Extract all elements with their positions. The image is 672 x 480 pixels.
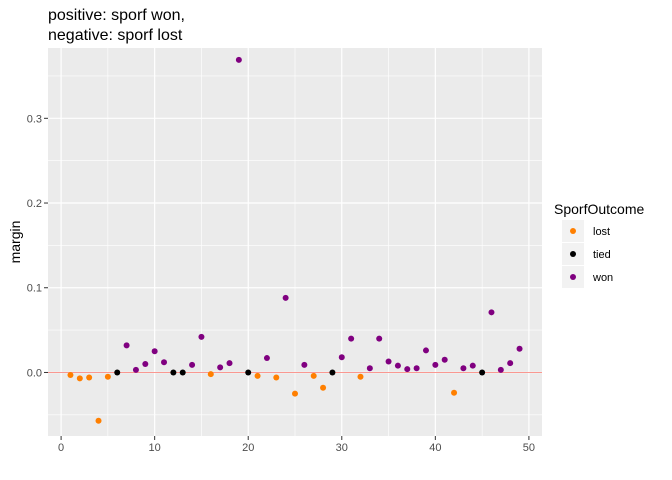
data-point-lost — [357, 373, 364, 380]
legend-swatch-won — [570, 274, 576, 280]
legend-swatch-tied — [570, 251, 576, 257]
legend-label-lost: lost — [593, 226, 610, 238]
y-tick-label: 0.3 — [27, 113, 42, 125]
data-point-tied — [170, 369, 177, 376]
data-point-won — [123, 342, 130, 349]
legend-label-tied: tied — [593, 249, 611, 261]
x-tick-label: 20 — [242, 442, 254, 454]
chart-title-line-2: negative: sporf lost — [48, 27, 183, 44]
data-points — [67, 56, 523, 424]
data-point-lost — [254, 372, 261, 379]
data-point-tied — [179, 369, 186, 376]
data-point-won — [488, 309, 495, 316]
data-point-lost — [207, 371, 214, 378]
data-point-won — [142, 360, 149, 367]
data-point-won — [432, 361, 439, 368]
data-point-won — [376, 335, 383, 342]
data-point-won — [422, 347, 429, 354]
x-tick-label: 30 — [336, 442, 348, 454]
data-point-lost — [320, 384, 327, 391]
legend: SporfOutcome lost tied won — [554, 201, 644, 288]
data-point-lost — [310, 372, 317, 379]
data-point-won — [151, 348, 158, 355]
data-point-lost — [273, 374, 280, 381]
data-point-won — [198, 333, 205, 340]
data-point-won — [394, 362, 401, 369]
x-tick-label: 40 — [429, 442, 441, 454]
data-point-lost — [67, 372, 74, 379]
data-point-lost — [104, 373, 111, 380]
y-tick-label: 0.0 — [27, 367, 42, 379]
data-point-won — [460, 365, 467, 372]
data-point-won — [226, 360, 233, 367]
y-tick-label: 0.1 — [27, 283, 42, 295]
data-point-won — [338, 354, 345, 361]
data-point-won — [217, 364, 224, 371]
legend-title: SporfOutcome — [554, 201, 644, 217]
data-point-won — [282, 294, 289, 301]
data-point-tied — [245, 369, 252, 376]
data-point-won — [385, 358, 392, 365]
data-point-won — [507, 360, 514, 367]
data-point-won — [413, 365, 420, 372]
data-point-won — [404, 366, 411, 373]
x-axis: 0 10 20 30 40 50 — [58, 436, 535, 454]
data-point-tied — [329, 369, 336, 376]
x-tick-label: 10 — [149, 442, 161, 454]
data-point-won — [497, 366, 504, 373]
data-point-won — [263, 355, 270, 362]
y-tick-label: 0.2 — [27, 198, 42, 210]
data-point-won — [366, 365, 373, 372]
data-point-won — [161, 359, 168, 366]
data-point-won — [235, 56, 242, 63]
data-point-won — [441, 356, 448, 363]
grid-minor — [48, 48, 542, 436]
data-point-won — [348, 335, 355, 342]
data-point-won — [301, 361, 308, 368]
data-point-won — [469, 362, 476, 369]
x-tick-label: 50 — [523, 442, 535, 454]
legend-label-won: won — [592, 272, 613, 284]
data-point-tied — [114, 369, 121, 376]
chart-title-line-1: positive: sporf won, — [48, 7, 185, 24]
data-point-tied — [479, 369, 486, 376]
data-point-won — [516, 345, 523, 352]
x-tick-label: 0 — [58, 442, 64, 454]
y-axis-title: margin — [7, 221, 23, 264]
data-point-lost — [95, 417, 102, 424]
data-point-won — [132, 366, 139, 373]
data-point-lost — [86, 374, 93, 381]
data-point-lost — [76, 375, 83, 382]
legend-swatch-lost — [570, 228, 576, 234]
data-point-won — [189, 361, 196, 368]
data-point-lost — [451, 389, 458, 396]
y-axis: 0.0 0.1 0.2 0.3 — [27, 113, 48, 379]
data-point-lost — [292, 390, 298, 397]
